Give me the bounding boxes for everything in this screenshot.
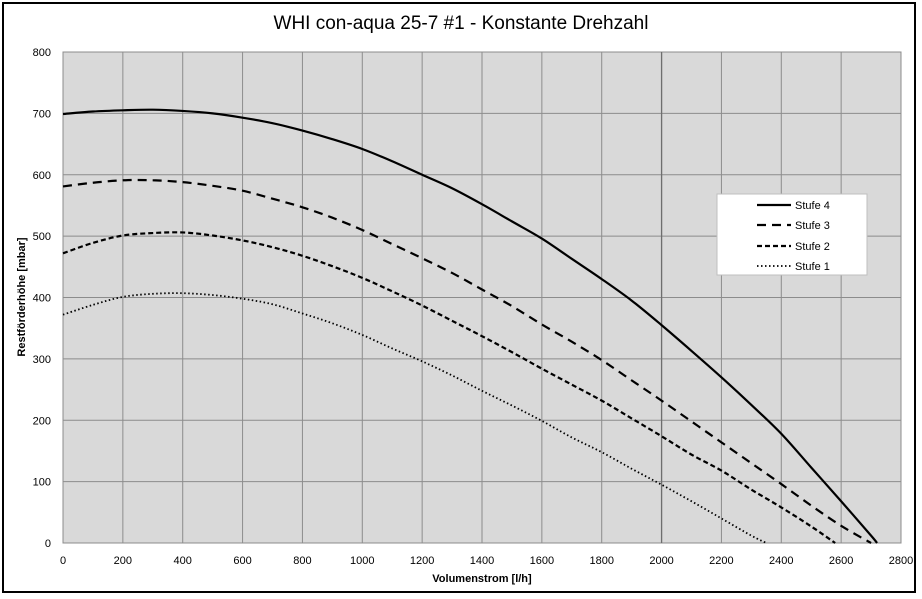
series-line-stufe-2 [62,231,836,544]
y-tick-label-3: 300 [33,354,51,366]
x-tick-label-0: 0 [60,555,66,567]
y-tick-label-8: 800 [33,47,51,59]
y-tick-label-7: 700 [33,108,51,120]
y-tick-label-6: 600 [33,170,51,182]
x-tick-label-6: 1200 [410,555,434,567]
x-tick-label-7: 1400 [470,555,494,567]
x-tick-label-10: 2000 [649,555,673,567]
y-tick-label-4: 400 [33,293,51,305]
y-axis-label: Restförderhöhe [mbar] [16,237,28,357]
x-tick-label-12: 2400 [769,555,793,567]
y-tick-label-2: 200 [33,415,51,427]
gridlines [62,51,902,544]
series-line-stufe-3 [62,178,872,544]
x-tick-label-3: 600 [233,555,251,567]
x-tick-label-14: 2800 [889,555,913,567]
x-tick-label-5: 1000 [350,555,374,567]
x-tick-label-9: 1800 [589,555,613,567]
x-tick-label-4: 800 [293,555,311,567]
legend: Stufe 4 Stufe 3 Stufe 2 Stufe 1 [716,193,868,276]
legend-label-stufe-3: Stufe 3 [795,220,830,232]
legend-label-stufe-4: Stufe 4 [795,200,830,212]
x-tick-label-13: 2600 [829,555,853,567]
x-tick-label-11: 2200 [709,555,733,567]
legend-label-stufe-1: Stufe 1 [795,261,830,273]
legend-box [716,193,868,276]
x-tick-label-2: 400 [174,555,192,567]
y-tick-label-0: 0 [45,538,51,550]
y-tick-labels: 0 100 200 300 400 500 600 700 800 [33,47,51,550]
x-tick-labels: 0 200 400 600 800 1000 1200 1400 1600 1800 2000 220… [60,555,913,567]
y-tick-label-1: 100 [33,477,51,489]
chart-title: WHI con-aqua 25-7 #1 - Konstante Drehzah… [274,13,649,34]
series-line-stufe-4 [62,108,878,544]
x-tick-label-1: 200 [114,555,132,567]
series-line-stufe-1 [62,292,767,544]
x-axis-label: Volumenstrom [l/h] [432,573,532,585]
y-tick-label-5: 500 [33,231,51,243]
series-lines [62,108,878,544]
legend-label-stufe-2: Stufe 2 [795,241,830,253]
x-tick-label-8: 1600 [530,555,554,567]
